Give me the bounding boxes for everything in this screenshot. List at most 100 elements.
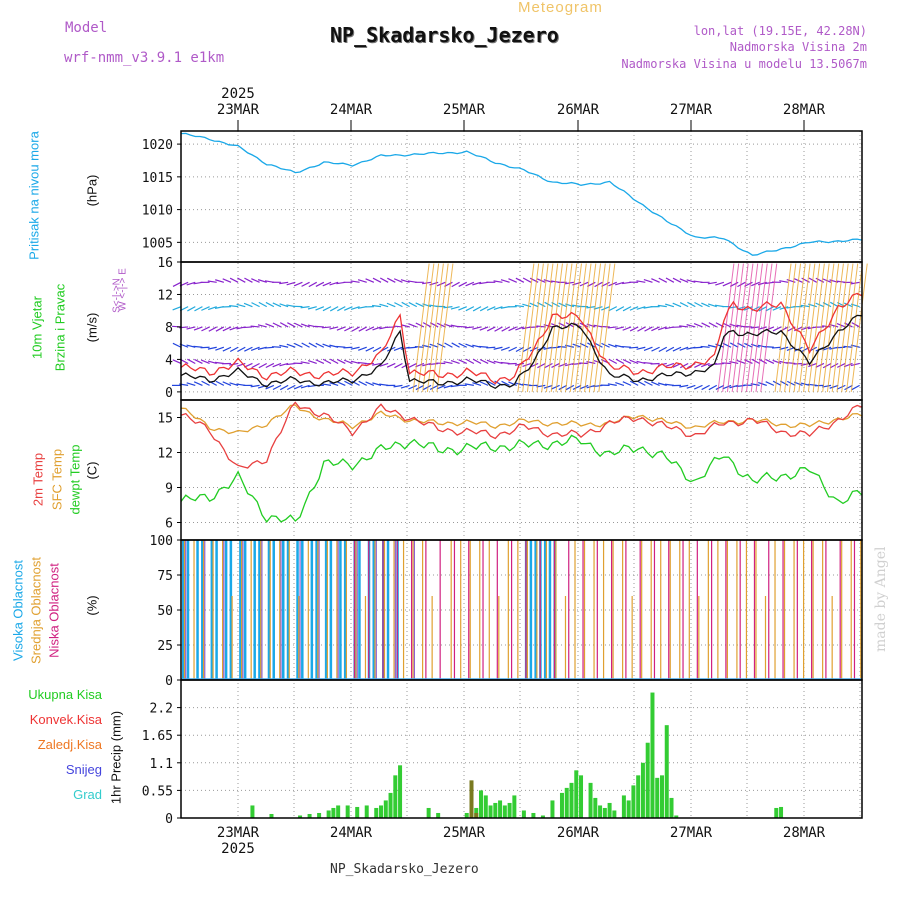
wind-arrow [543,384,553,389]
precip-bar [598,805,603,818]
y-tick-label: 1005 [142,236,173,251]
cloud-high-bar [343,540,347,680]
wind-arrow [265,384,275,390]
wind-arrow [751,358,760,364]
cloud-high-bar [301,540,304,680]
wind-arrow [515,277,525,283]
wind-arrow [350,360,360,365]
wind-arrow [765,381,775,386]
precip-bar [521,810,526,818]
wind-arrow [772,359,782,365]
wind-arrow [465,281,475,287]
wind-arrow [501,326,510,332]
wind-arrow [394,302,403,308]
wind-arrow [350,280,360,283]
wind-arrow [651,326,660,332]
wind-arrow [737,342,746,348]
wind-arrow [322,383,332,386]
precip-bar [626,800,631,818]
wind-arrow [343,346,353,349]
wind-arrow [515,382,525,386]
wind-arrow [229,326,239,331]
wind-arrow [829,362,839,369]
wind-streak [741,263,759,392]
wind-arrow [679,278,689,283]
wind-arrow [172,281,182,287]
wind-streak [522,263,540,392]
wind-arrow [615,382,625,386]
wind-arrow [629,326,639,332]
wind-arrow [300,323,310,328]
wind-arrow [643,361,653,365]
cloud-high-bar [253,540,256,680]
wind-arrow [222,278,232,283]
wind-arrow [800,382,810,386]
wind-arrow [393,346,403,351]
wind-arrow [665,277,675,283]
wind-arrow [665,362,675,368]
wind-arrow [450,359,460,365]
precip-bar [507,802,512,818]
wind-arrow [443,384,453,389]
wind-arrow [629,359,639,365]
wind-arrow [250,346,260,352]
wind-arrow [551,362,560,368]
wind-arrow [822,325,832,328]
wind-arrow [365,346,375,352]
wind-arrow [822,346,832,351]
cloud-high-bar [224,540,228,680]
wind-arrow [493,306,503,310]
wind-arrow [493,346,503,350]
wind-arrow [393,325,403,328]
cloud-high-bar [529,540,533,680]
wind-arrow [193,326,203,331]
y-tick-label: 1.65 [142,729,173,744]
wind-arrow [557,345,567,348]
wind-arrow [772,380,782,386]
wind-arrow [701,322,710,328]
elevation-label: Nadmorska Visina 2m [729,40,867,54]
wind-arrow [851,384,860,391]
wind-arrow [729,342,739,348]
wind-arrow [637,380,646,386]
wind-arrow [229,304,239,308]
wind-arrow [472,281,482,286]
wind-arrow [172,342,182,348]
wind-arrow [679,302,689,308]
wind-arrow [486,326,496,332]
wind-arrow [651,381,660,386]
date-label-top: 26MAR [557,102,600,118]
wind-arrow [193,345,203,348]
wind-arrow [722,384,732,390]
wind-arrow [694,362,703,368]
wind-arrow [743,306,753,311]
wind-arrow [657,304,667,308]
wind-arrow [436,384,446,390]
wind-arrow [486,306,496,311]
date-label-top: 25MAR [443,102,486,118]
wind-arrow [450,306,460,310]
wind-arrow [508,381,517,386]
wind-arrow [315,281,325,287]
model-label: Model [65,20,108,36]
wind-arrow [515,346,525,353]
wind-streak [541,263,559,392]
wind-arrow [315,306,325,311]
wind-arrow [415,302,425,308]
wind-arrow [372,277,382,283]
precip-bar [374,807,379,818]
wind-arrow [194,306,203,312]
wind-arrow [672,302,682,308]
precip-bar [574,770,579,818]
precip-bar [502,805,507,818]
wind-arrow [779,346,789,350]
wind-arrow [279,344,289,348]
wind-arrow [658,346,668,353]
wind-arrow [594,281,603,288]
precip-bar [364,805,369,818]
wind-streak [822,263,840,392]
wind-arrow [286,281,296,286]
lonlat-label: lon,lat (19.15E, 42.28N) [693,24,867,38]
wind-arrow [508,326,517,332]
wind-arrow [237,277,246,283]
